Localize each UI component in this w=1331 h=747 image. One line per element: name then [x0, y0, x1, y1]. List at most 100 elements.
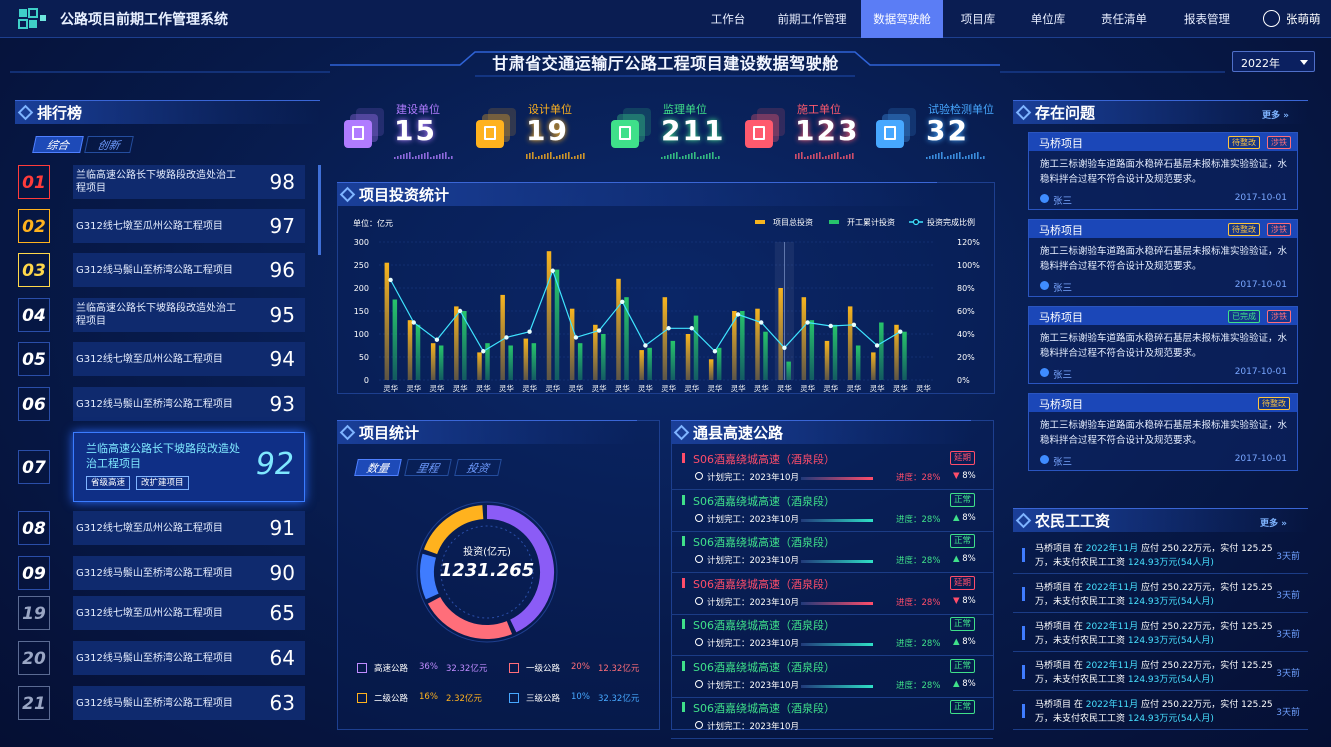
road-row[interactable]: S06酒嘉绕城高速（酒泉段） 计划完工：2023年10月 进度：28% ▼ 8% 延期 — [671, 574, 993, 615]
clock-icon — [695, 721, 703, 729]
road-row[interactable]: S06酒嘉绕城高速（酒泉段） 计划完工：2023年10月 进度：28% ▲ 8% 正常 — [671, 615, 993, 656]
wage-row[interactable]: 马桥项目 在 2022年11月 应付 250.22万元，实付 125.25万，未… — [1013, 538, 1308, 574]
x-tick-label: 灵华 — [823, 383, 838, 393]
completion-ratio-point — [620, 299, 625, 304]
road-delta: ▼ 8% — [953, 471, 976, 481]
road-delta: ▲ 8% — [953, 554, 976, 564]
donut-inner-ring — [440, 525, 534, 619]
stat-card: 试验检测单位 32 — [872, 100, 1002, 162]
issue-card[interactable]: 马桥项目 涉铁 已完成 施工三标谢验车道路面水稳碎石基层未报标准实验验证，水稳料拌合过… — [1028, 306, 1298, 384]
stat-sparkline — [795, 152, 854, 159]
stat-sparkline — [926, 152, 985, 159]
ranking-row[interactable]: 05 G312线七墩至瓜州公路工程项目 94 — [18, 342, 305, 376]
tab-mileage[interactable]: 里程 — [404, 459, 452, 476]
road-progress: 进度：28% — [896, 680, 941, 691]
road-row[interactable]: S06酒嘉绕城高速（酒泉段） 计划完工：2023年10月 进度：28% ▲ 8% 正常 — [671, 491, 993, 532]
wage-row[interactable]: 马桥项目 在 2022年11月 应付 250.22万元，实付 125.25万，未… — [1013, 655, 1308, 691]
bar-total — [801, 297, 807, 380]
user-name[interactable]: 张萌萌 — [1286, 12, 1321, 26]
legend-item: 三级公路 10% 32.32亿元 — [509, 692, 654, 706]
road-row[interactable]: S06酒嘉绕城高速（酒泉段） 计划完工：2023年10月 进度：28% ▲ 8% 正常 — [671, 657, 993, 698]
nav-project-library[interactable]: 项目库 — [960, 12, 996, 26]
issue-card[interactable]: 马桥项目 涉铁 待整改 施工三标谢验车道路面水稳碎石基层未报标准实验验证，水稳料拌合过… — [1028, 132, 1298, 210]
diamond-icon — [1015, 104, 1032, 121]
ranking-row-highlighted[interactable]: 07 兰临高速公路长下坡路段改造处治工程项目 92 省级高速 改扩建项目 — [18, 432, 305, 502]
road-status-badge: 正常 — [950, 534, 976, 548]
wages-more-link[interactable]: 更多 » — [1260, 516, 1287, 529]
road-row[interactable]: S06酒嘉绕城高速（酒泉段） 计划完工：2023年10月 进度：28% ▲ 8% 正常 — [671, 532, 993, 573]
ranking-row[interactable]: 02 G312线七墩至瓜州公路工程项目 97 — [18, 209, 305, 243]
x-tick-label: 灵华 — [846, 383, 861, 393]
wage-unpaid: 124.93万元(54人月) — [1127, 636, 1214, 646]
user-icon — [1040, 281, 1049, 290]
x-tick-label: 灵华 — [777, 383, 793, 393]
wage-row[interactable]: 马桥项目 在 2022年11月 应付 250.22万元，实付 125.25万，未… — [1013, 694, 1308, 730]
nav-responsibility-list[interactable]: 责任清单 — [1101, 12, 1147, 26]
rank-name: G312线七墩至瓜州公路工程项目 — [76, 220, 223, 232]
stat-sparkline — [661, 152, 720, 159]
issue-description: 施工三标谢验车道路面水稳碎石基层未报标准实验验证，水稳料拌合过程不符合设计及规范… — [1040, 159, 1288, 185]
rank-name: G312线七墩至瓜州公路工程项目 — [76, 522, 223, 534]
rank-name-box: G312线七墩至瓜州公路工程项目 91 — [73, 511, 305, 545]
ranking-row[interactable]: 19 G312线七墩至瓜州公路工程项目 65 — [18, 596, 305, 630]
user-avatar-icon[interactable] — [1263, 10, 1280, 27]
road-status-badge: 正常 — [950, 617, 976, 631]
donut-segment — [427, 596, 513, 639]
wage-amounts: 应付 250.22万元，实付 125.25万，未支付农民工工资 — [1035, 700, 1273, 724]
wage-text: 马桥项目 在 2022年11月 应付 250.22万元，实付 125.25万，未… — [1035, 620, 1275, 648]
tab-innovation[interactable]: 创新 — [84, 136, 134, 153]
ranking-row[interactable]: 09 G312线马鬃山至桥湾公路工程项目 90 — [18, 556, 305, 590]
wage-row[interactable]: 马桥项目 在 2022年11月 应付 250.22万元，实付 125.25万，未… — [1013, 577, 1308, 613]
bar-cumulative — [462, 311, 467, 380]
issue-card[interactable]: 马桥项目 涉铁 待整改 施工三标谢验车道路面水稳碎石基层未报标准实验验证，水稳料拌合过… — [1028, 219, 1298, 297]
ranking-row[interactable]: 20 G312线马鬃山至桥湾公路工程项目 64 — [18, 641, 305, 675]
ranking-row[interactable]: 03 G312线马鬃山至桥湾公路工程项目 96 — [18, 253, 305, 287]
nav-workbench[interactable]: 工作台 — [710, 12, 746, 26]
nav-reports[interactable]: 报表管理 — [1184, 12, 1230, 26]
nav-data-cockpit[interactable]: 数据驾驶舱 — [861, 0, 943, 38]
road-progress-bar — [801, 601, 873, 605]
rank-number: 03 — [18, 253, 50, 287]
wages-more-label: 更多 — [1260, 519, 1279, 529]
tab-comprehensive[interactable]: 综合 — [32, 136, 84, 153]
clock-icon — [695, 555, 703, 563]
wage-amounts: 应付 250.22万元，实付 125.25万，未支付农民工工资 — [1035, 622, 1273, 646]
road-name: S06酒嘉绕城高速（酒泉段） — [693, 536, 835, 549]
rank-score: 97 — [269, 214, 295, 238]
nav-early-work[interactable]: 前期工作管理 — [777, 12, 847, 26]
issues-panel-title: 存在问题 — [1013, 100, 1308, 124]
road-row[interactable]: S06酒嘉绕城高速（酒泉段） 计划完工：2023年10月 进度：28% ▼ 8% 延期 — [671, 449, 993, 490]
road-progress-fill — [801, 560, 873, 563]
rank-name: G312线七墩至瓜州公路工程项目 — [76, 607, 223, 619]
ranking-row[interactable]: 21 G312线马鬃山至桥湾公路工程项目 63 — [18, 686, 305, 720]
wage-marker — [1022, 587, 1025, 601]
tab-count[interactable]: 数量 — [354, 459, 402, 476]
tab-investment[interactable]: 投资 — [454, 459, 502, 476]
ranking-panel-title: 排行榜 — [15, 100, 320, 124]
y2-tick-label: 20% — [957, 353, 975, 362]
issue-tag: 涉铁 — [1267, 136, 1291, 149]
rank-name-box: G312线七墩至瓜州公路工程项目 94 — [73, 342, 305, 376]
legend-swatch-icon — [509, 693, 519, 703]
ranking-row[interactable]: 04 兰临高速公路长下坡路段改造处治工程项目 95 — [18, 298, 305, 332]
x-tick-label: 灵华 — [522, 383, 537, 393]
ranking-scrollbar[interactable] — [318, 165, 321, 255]
nav-unit-library[interactable]: 单位库 — [1030, 12, 1066, 26]
road-name: S06酒嘉绕城高速（酒泉段） — [693, 494, 835, 508]
wage-row[interactable]: 马桥项目 在 2022年11月 应付 250.22万元，实付 125.25万，未… — [1013, 616, 1308, 652]
rank-score: 98 — [269, 170, 295, 194]
rank-name-box: G312线马鬃山至桥湾公路工程项目 64 — [73, 641, 305, 675]
bar-total — [685, 334, 691, 380]
year-select[interactable]: 2022年 — [1232, 51, 1315, 72]
road-plan-date: 计划完工：2023年10月 — [707, 597, 799, 608]
bar-cumulative — [485, 343, 490, 380]
ranking-row[interactable]: 01 兰临高速公路长下坡路段改造处治工程项目 98 — [18, 165, 305, 199]
road-row[interactable]: S06酒嘉绕城高速（酒泉段） 计划完工：2023年10月 正常 — [671, 698, 993, 739]
rank-number: 21 — [18, 686, 50, 720]
wage-text: 马桥项目 在 2022年11月 应付 250.22万元，实付 125.25万，未… — [1035, 542, 1275, 570]
issue-card[interactable]: 马桥项目 待整改 施工三标谢验车道路面水稳碎石基层未报标准实验验证，水稳料拌合过程不… — [1028, 393, 1298, 471]
ranking-row[interactable]: 06 G312线马鬃山至桥湾公路工程项目 93 — [18, 387, 305, 421]
issues-more-link[interactable]: 更多 » — [1262, 108, 1289, 121]
stat-label: 试验检测单位 — [928, 103, 994, 116]
ranking-row[interactable]: 08 G312线七墩至瓜州公路工程项目 91 — [18, 511, 305, 545]
